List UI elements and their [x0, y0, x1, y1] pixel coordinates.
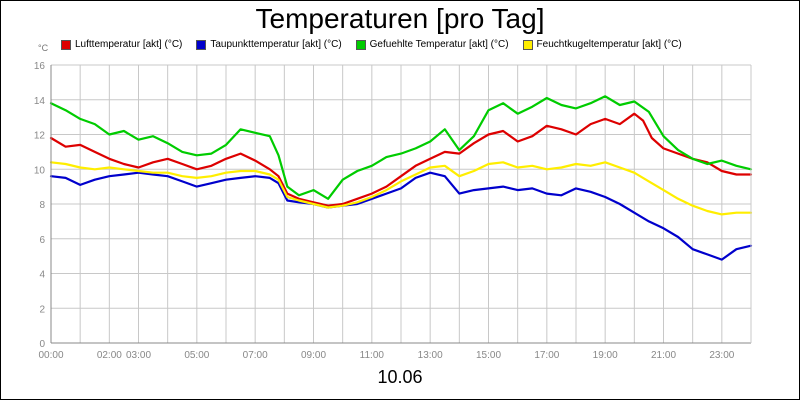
legend-item: Lufttemperatur [akt] (°C) — [61, 39, 182, 50]
chart-title: Temperaturen [pro Tag] — [255, 3, 545, 34]
legend-swatch — [61, 39, 71, 50]
legend-label: Gefuehlte Temperatur [akt] (°C) — [369, 39, 509, 50]
y-axis-unit-label: °C — [38, 43, 49, 53]
x-tick-label: 17:00 — [534, 350, 559, 361]
x-axis-date-label: 10.06 — [377, 367, 423, 387]
x-tick-label: 13:00 — [418, 350, 443, 361]
y-tick-label: 12 — [34, 131, 46, 142]
x-tick-label: 00:00 — [38, 350, 63, 361]
legend-label: Feuchtkugeltemperatur [akt] (°C) — [536, 39, 682, 50]
legend-label: Taupunkttemperatur [akt] (°C) — [210, 39, 342, 50]
x-tick-label: 23:00 — [709, 350, 734, 361]
y-tick-label: 6 — [39, 235, 45, 246]
y-tick-label: 4 — [39, 270, 45, 281]
x-tick-label: 05:00 — [184, 350, 209, 361]
series-line-3 — [49, 95, 753, 200]
legend-item: Taupunkttemperatur [akt] (°C) — [196, 39, 342, 50]
legend-swatch — [522, 39, 533, 50]
x-tick-label: 15:00 — [476, 350, 501, 361]
x-tick-label: 09:00 — [301, 350, 326, 361]
y-tick-label: 8 — [39, 200, 45, 211]
y-tick-label: 10 — [34, 165, 46, 176]
series-line-2 — [49, 171, 753, 261]
x-tick-label: 03:00 — [126, 350, 151, 361]
x-tick-label: 19:00 — [593, 350, 618, 361]
y-tick-label: 14 — [34, 96, 46, 107]
x-tick-label: 11:00 — [360, 350, 385, 361]
x-tick-label: 07:00 — [243, 350, 268, 361]
legend-item: Feuchtkugeltemperatur [akt] (°C) — [522, 39, 682, 50]
legend-label: Lufttemperatur [akt] (°C) — [75, 39, 183, 50]
y-tick-label: 16 — [34, 61, 46, 72]
chart-legend: Lufttemperatur [akt] (°C) Taupunkttempera… — [61, 39, 696, 53]
y-tick-label: 0 — [39, 339, 45, 350]
legend-item: Gefuehlte Temperatur [akt] (°C) — [355, 39, 509, 50]
legend-swatch — [196, 39, 207, 50]
series-line-4 — [49, 161, 753, 216]
legend-swatch — [355, 39, 366, 50]
x-tick-label: 02:00 — [97, 350, 122, 361]
series-line-1 — [49, 112, 753, 207]
x-tick-label: 21:00 — [651, 350, 676, 361]
y-tick-label: 2 — [39, 304, 45, 315]
